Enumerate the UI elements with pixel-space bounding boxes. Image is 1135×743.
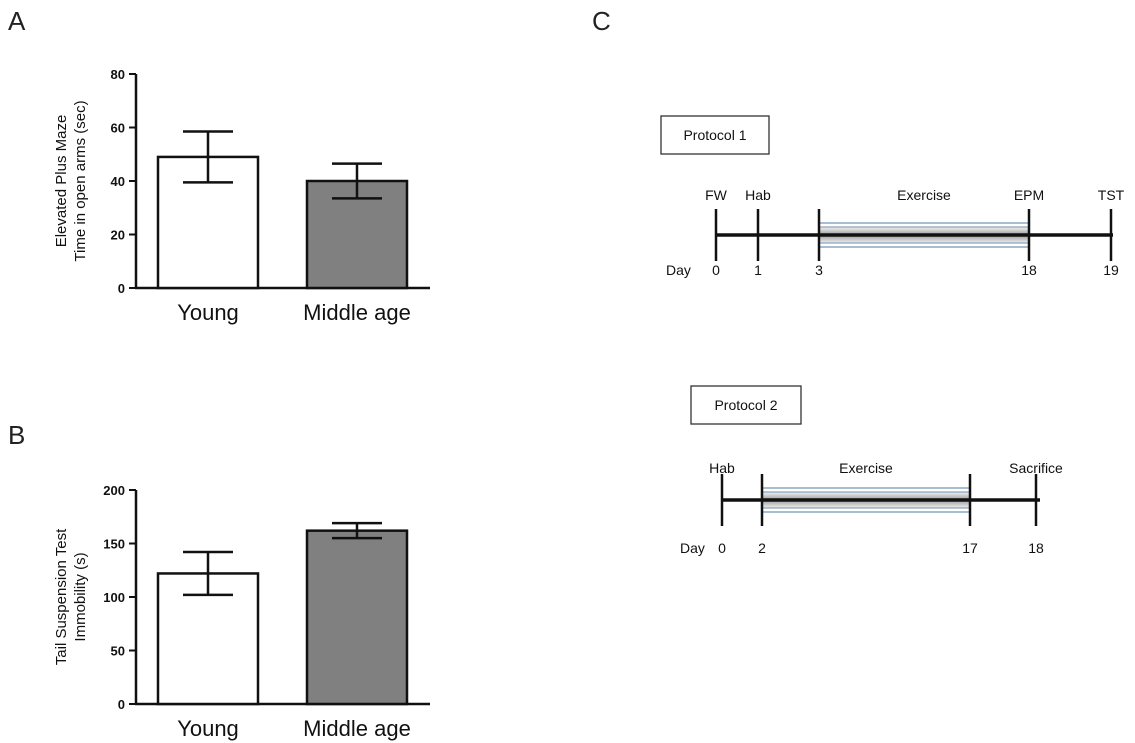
protocol-box xyxy=(660,115,770,155)
day-number: 0 xyxy=(718,540,726,556)
event-label-epm: EPM xyxy=(1014,187,1044,203)
day-number: 3 xyxy=(815,262,823,278)
protocol-title: Protocol 1 xyxy=(683,127,746,143)
day-number: 1 xyxy=(754,262,762,278)
panel-letter-a: A xyxy=(8,6,26,36)
protocol-1: Protocol 1 Exercise Day 0 FW 1 Hab 3 18 EPM 19 TST xyxy=(660,115,1125,278)
chart-b-tail-suspension: 0 50 100 150 200 Young Middle age Tail Suspensi… xyxy=(53,483,430,741)
event-label-hab: Hab xyxy=(709,460,735,476)
y-tick-label: 60 xyxy=(111,121,125,136)
y-tick-label: 80 xyxy=(111,67,125,82)
y-tick-label: 200 xyxy=(103,483,125,498)
y-axis-label: Tail Suspension Test Immobility (s) xyxy=(53,528,89,665)
y-tick-label: 150 xyxy=(103,537,125,552)
event-label-tst: TST xyxy=(1098,187,1125,203)
day-number: 18 xyxy=(1021,262,1037,278)
event-label-sacrifice: Sacrifice xyxy=(1009,460,1063,476)
day-number: 0 xyxy=(712,262,720,278)
y-tick-label: 20 xyxy=(111,228,125,243)
protocol-box xyxy=(690,385,802,425)
day-prefix-label: Day xyxy=(666,262,691,278)
category-label: Middle age xyxy=(303,300,411,325)
exercise-label: Exercise xyxy=(897,187,951,203)
category-label: Young xyxy=(177,716,239,741)
y-tick-label: 50 xyxy=(111,644,125,659)
panel-letter-c: C xyxy=(592,6,611,36)
category-label: Young xyxy=(177,300,239,325)
y-tick-label: 40 xyxy=(111,174,125,189)
day-number: 2 xyxy=(758,540,766,556)
y-axis-label-line: Time in open arms (sec) xyxy=(72,100,89,261)
y-axis-label-line: Tail Suspension Test xyxy=(53,528,70,665)
y-tick-label: 100 xyxy=(103,590,125,605)
y-axis-label: Elevated Plus Maze Time in open arms (sec… xyxy=(53,100,89,261)
y-tick-label: 0 xyxy=(118,281,125,296)
exercise-label: Exercise xyxy=(839,460,893,476)
y-axis-label-line: Immobility (s) xyxy=(72,552,89,641)
event-label-fw: FW xyxy=(705,187,728,203)
protocol-2: Protocol 2 Exercise Day 0 Hab 2 17 18 Sacrifice xyxy=(680,385,1063,556)
y-axis-label-line: Elevated Plus Maze xyxy=(53,115,70,248)
day-prefix-label: Day xyxy=(680,540,705,556)
day-number: 17 xyxy=(962,540,978,556)
category-label: Middle age xyxy=(303,716,411,741)
y-tick-label: 0 xyxy=(118,697,125,712)
protocol-title: Protocol 2 xyxy=(714,397,777,413)
panel-letter-b: B xyxy=(8,420,26,450)
day-number: 18 xyxy=(1028,540,1044,556)
chart-a-elevated-plus-maze: 0 20 40 60 80 Young Middle age Elevated Plus Ma… xyxy=(53,67,430,325)
day-number: 19 xyxy=(1103,262,1119,278)
event-label-hab: Hab xyxy=(745,187,771,203)
